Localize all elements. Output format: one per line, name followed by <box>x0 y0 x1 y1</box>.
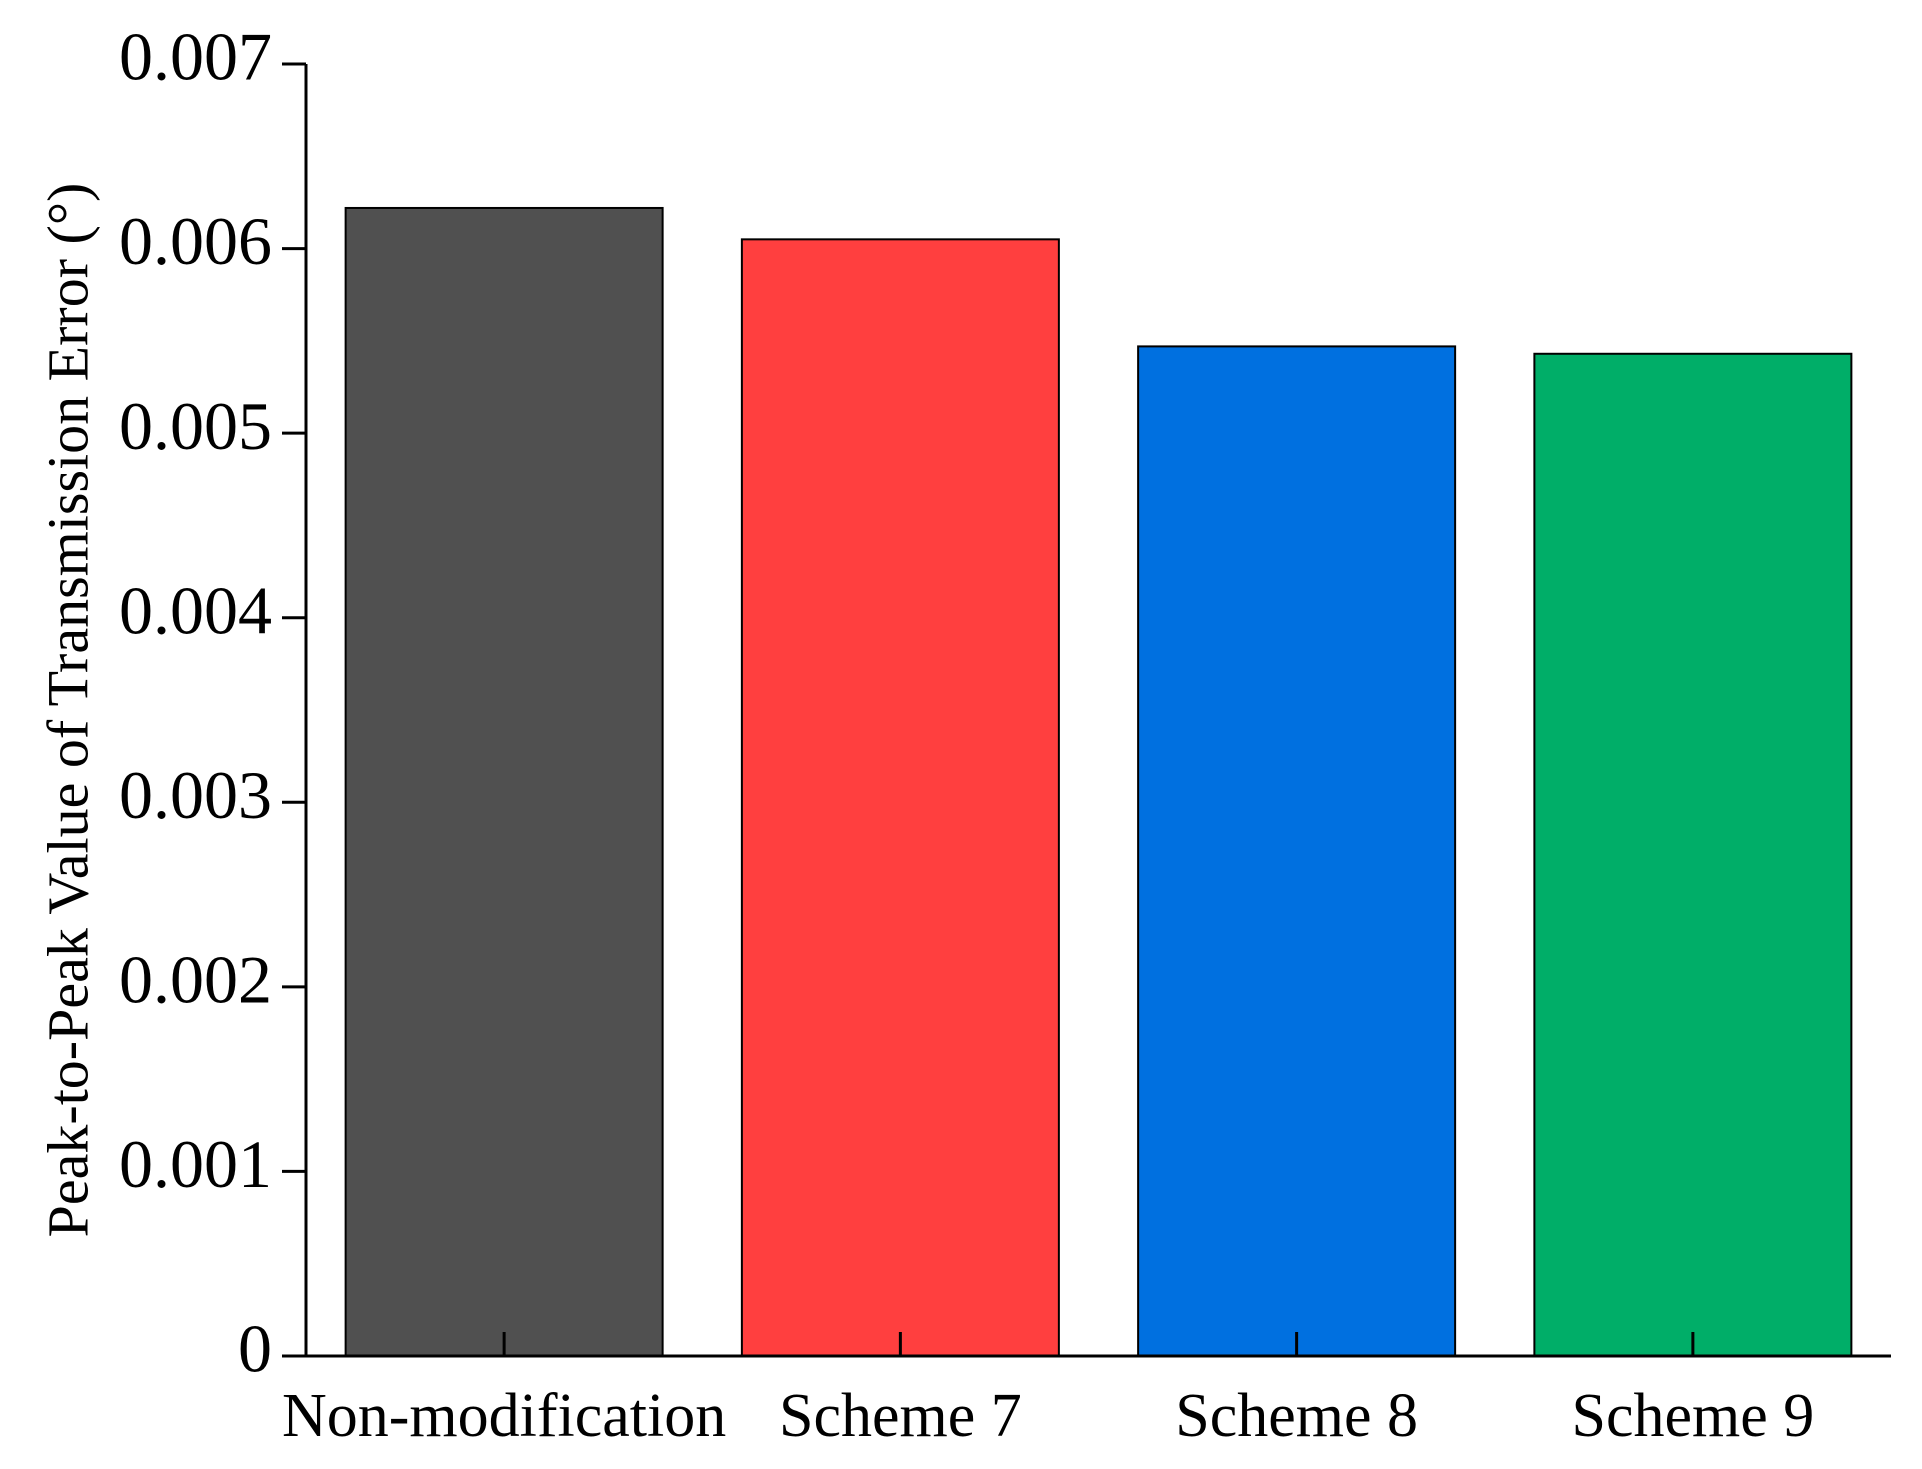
x-tick-label: Scheme 8 <box>1175 1382 1418 1450</box>
y-tick-label: 0.001 <box>119 1126 272 1202</box>
y-tick-label: 0.006 <box>119 203 272 279</box>
y-tick-label: 0 <box>238 1311 272 1387</box>
y-tick-label: 0.004 <box>119 572 272 648</box>
y-tick-label: 0.003 <box>119 757 272 833</box>
bar <box>740 238 1060 1357</box>
bar <box>1533 352 1853 1357</box>
y-axis-label: Peak-to-Peak Value of Transmission Error… <box>35 183 100 1238</box>
bar <box>1137 345 1457 1357</box>
y-tick-label: 0.005 <box>119 388 272 464</box>
x-tick-label: Scheme 9 <box>1571 1382 1814 1450</box>
y-tick-label: 0.002 <box>119 941 272 1017</box>
x-tick-label: Scheme 7 <box>779 1382 1022 1450</box>
y-tick-label: 0.007 <box>119 19 272 95</box>
bar <box>344 206 664 1358</box>
x-tick-label: Non-modification <box>282 1382 726 1450</box>
